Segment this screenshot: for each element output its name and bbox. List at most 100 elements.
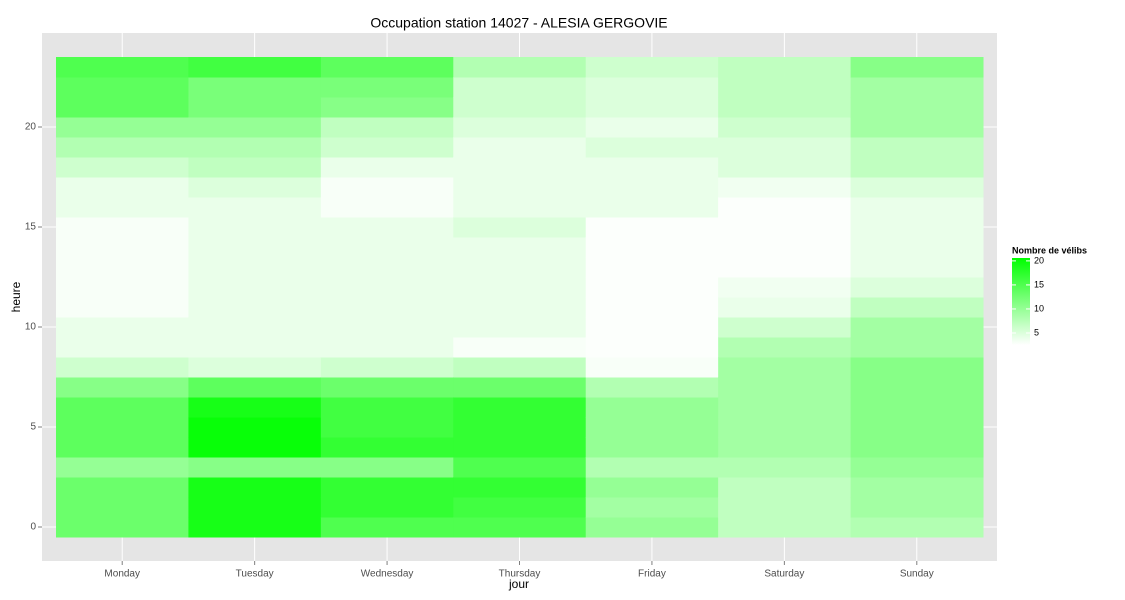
tile bbox=[56, 177, 189, 198]
y-tick-label: 20 bbox=[25, 122, 37, 133]
tile bbox=[585, 497, 719, 518]
tile bbox=[320, 217, 454, 238]
tile bbox=[320, 477, 454, 498]
tile bbox=[718, 57, 852, 78]
tile bbox=[188, 497, 322, 518]
tile bbox=[56, 257, 189, 278]
x-tick-label: Sunday bbox=[900, 569, 934, 580]
tile bbox=[56, 77, 189, 98]
tile bbox=[188, 297, 322, 318]
tile bbox=[320, 357, 454, 378]
tile bbox=[453, 337, 587, 358]
legend-tick-label: 10 bbox=[1034, 303, 1044, 313]
tile bbox=[585, 297, 719, 318]
tile bbox=[320, 77, 454, 98]
tile bbox=[453, 297, 587, 318]
y-tick-label: 5 bbox=[30, 422, 36, 433]
tile bbox=[850, 497, 984, 518]
tile bbox=[453, 137, 587, 158]
tile bbox=[718, 257, 852, 278]
tile bbox=[718, 377, 852, 398]
tile bbox=[585, 517, 719, 538]
tile bbox=[718, 497, 852, 518]
tile bbox=[453, 317, 587, 338]
tile bbox=[188, 357, 322, 378]
tile bbox=[56, 117, 189, 138]
tile bbox=[453, 517, 587, 538]
tile bbox=[453, 277, 587, 298]
tile bbox=[453, 97, 587, 118]
tile bbox=[320, 517, 454, 538]
tile bbox=[585, 237, 719, 258]
tile bbox=[188, 437, 322, 458]
tile bbox=[320, 157, 454, 178]
tile bbox=[320, 237, 454, 258]
tile bbox=[56, 157, 189, 178]
tile bbox=[585, 57, 719, 78]
tile bbox=[56, 297, 189, 318]
tile bbox=[320, 437, 454, 458]
tile bbox=[718, 177, 852, 198]
tile bbox=[585, 317, 719, 338]
tile bbox=[56, 57, 189, 78]
tile bbox=[320, 377, 454, 398]
tile bbox=[585, 417, 719, 438]
tile bbox=[188, 237, 322, 258]
tile bbox=[453, 417, 587, 438]
tile bbox=[718, 237, 852, 258]
x-tick-label: Tuesday bbox=[236, 569, 274, 580]
tile bbox=[56, 517, 189, 538]
tile bbox=[718, 397, 852, 418]
tile bbox=[585, 77, 719, 98]
x-tick-label: Wednesday bbox=[361, 569, 414, 580]
tile bbox=[56, 217, 189, 238]
tile bbox=[718, 197, 852, 218]
tile bbox=[718, 277, 852, 298]
tile bbox=[585, 477, 719, 498]
tile bbox=[585, 257, 719, 278]
tile bbox=[850, 177, 984, 198]
tile bbox=[718, 357, 852, 378]
tile bbox=[56, 397, 189, 418]
tile bbox=[453, 217, 587, 238]
tile bbox=[320, 497, 454, 518]
tile bbox=[850, 117, 984, 138]
legend-tick-label: 15 bbox=[1034, 279, 1044, 289]
tile bbox=[56, 237, 189, 258]
tile bbox=[453, 77, 587, 98]
y-tick-label: 15 bbox=[25, 222, 37, 233]
tile bbox=[850, 157, 984, 178]
tile bbox=[850, 277, 984, 298]
tile bbox=[188, 457, 322, 478]
tile bbox=[453, 357, 587, 378]
tile bbox=[585, 437, 719, 458]
tile bbox=[188, 197, 322, 218]
tile bbox=[585, 217, 719, 238]
tile bbox=[718, 137, 852, 158]
tile bbox=[56, 277, 189, 298]
tile bbox=[453, 477, 587, 498]
tile bbox=[188, 317, 322, 338]
tile bbox=[56, 497, 189, 518]
tile bbox=[850, 257, 984, 278]
tile bbox=[56, 377, 189, 398]
tile bbox=[188, 417, 322, 438]
tile bbox=[850, 337, 984, 358]
tile bbox=[320, 417, 454, 438]
tile bbox=[56, 317, 189, 338]
tile bbox=[850, 417, 984, 438]
tile bbox=[453, 197, 587, 218]
tile bbox=[56, 197, 189, 218]
tile bbox=[585, 177, 719, 198]
tile bbox=[850, 357, 984, 378]
tile bbox=[188, 277, 322, 298]
tile bbox=[850, 197, 984, 218]
tile bbox=[585, 397, 719, 418]
tile bbox=[56, 457, 189, 478]
tile bbox=[188, 217, 322, 238]
tile bbox=[585, 117, 719, 138]
tile bbox=[718, 317, 852, 338]
tile bbox=[188, 377, 322, 398]
tile bbox=[56, 437, 189, 458]
